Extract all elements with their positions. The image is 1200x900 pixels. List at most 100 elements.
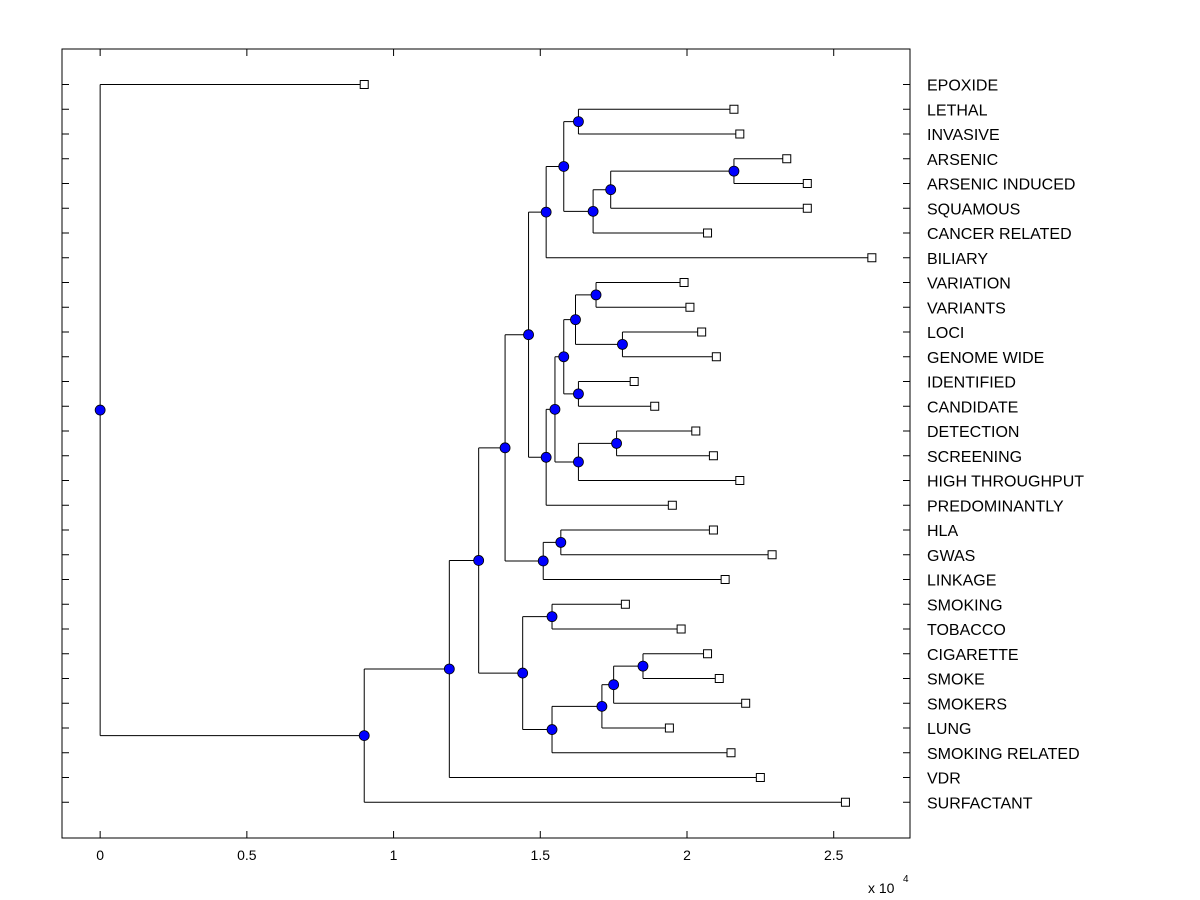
leaf-label: SMOKE [927, 672, 985, 689]
leaf-label: IDENTIFIED [927, 375, 1016, 392]
node-marker [590, 289, 602, 301]
node-marker [728, 165, 740, 177]
x-tick-label: 0.5 [237, 847, 257, 863]
leaf-label: LOCI [927, 325, 964, 342]
leaf-label: HIGH THROUGHPUT [927, 474, 1084, 491]
leaf-marker [726, 748, 736, 758]
node-marker [94, 404, 106, 416]
leaf-marker [735, 129, 745, 139]
leaf-marker [741, 698, 751, 708]
x-scale-exponent: 4 [903, 874, 909, 885]
leaf-label: SMOKING RELATED [927, 746, 1080, 763]
x-tick-label: 2 [683, 847, 691, 863]
leaf-marker [697, 327, 707, 337]
node-marker [570, 314, 581, 326]
node-marker [573, 388, 584, 400]
node-marker [617, 338, 628, 350]
node-marker [517, 667, 529, 679]
leaf-label: SURFACTANT [927, 795, 1033, 812]
leaf-marker [802, 203, 812, 213]
leaf-marker [708, 451, 718, 461]
leaf-marker [711, 352, 721, 362]
leaf-marker [802, 179, 812, 188]
leaf-marker [629, 377, 639, 386]
node-marker [546, 724, 558, 735]
node-marker [587, 205, 599, 217]
leaf-marker [359, 80, 369, 89]
leaf-marker [782, 154, 792, 164]
leaf-label: VARIATION [927, 276, 1011, 293]
leaf-label: CANDIDATE [927, 399, 1018, 416]
leaf-label: SCREENING [927, 449, 1022, 466]
node-marker [605, 184, 617, 196]
leaf-marker [679, 278, 689, 287]
leaf-marker [755, 773, 765, 782]
leaf-marker [685, 302, 695, 312]
leaf-label: CIGARETTE [927, 647, 1019, 664]
node-marker [611, 437, 622, 449]
leaf-label: SMOKING [927, 597, 1003, 614]
leaf-label: ARSENIC INDUCED [927, 177, 1075, 194]
leaf-label: VARIANTS [927, 300, 1006, 317]
node-marker [523, 329, 534, 341]
leaf-label: GWAS [927, 548, 975, 565]
leaf-label: SQUAMOUS [927, 201, 1020, 218]
node-markers [94, 116, 740, 742]
leaf-marker [714, 674, 724, 683]
leaf-markers [359, 80, 877, 807]
x-axis: 0 0.5 1 1.5 2 2.5 [96, 49, 844, 863]
node-marker [637, 660, 649, 672]
node-marker [443, 663, 455, 675]
node-marker [473, 555, 485, 566]
leaf-labels: EPOXIDE LETHAL INVASIVE ARSENIC ARSENIC INDU… [927, 78, 1084, 813]
node-marker [549, 403, 561, 415]
leaf-label: DETECTION [927, 424, 1019, 441]
leaf-marker [650, 401, 660, 411]
leaf-label: LUNG [927, 721, 971, 738]
node-marker [558, 351, 570, 363]
y-ticks [62, 84, 910, 803]
node-marker [573, 456, 584, 468]
leaf-marker [703, 649, 713, 659]
leaf-marker [735, 476, 745, 485]
leaf-label: EPOXIDE [927, 78, 998, 95]
leaf-marker [729, 104, 739, 114]
leaf-marker [708, 525, 718, 535]
node-marker [558, 161, 570, 172]
leaf-marker [676, 624, 686, 634]
x-scale-label: x 10 [868, 880, 895, 896]
leaf-marker [767, 550, 777, 560]
leaf-label: INVASIVE [927, 127, 1000, 144]
leaf-label: TOBACCO [927, 622, 1006, 639]
leaf-marker [703, 228, 713, 238]
x-tick-label: 0 [96, 847, 104, 863]
node-marker [573, 116, 584, 128]
leaf-label: GENOME WIDE [927, 350, 1044, 367]
leaf-marker [664, 723, 674, 733]
leaf-label: PREDOMINANTLY [927, 498, 1064, 515]
node-marker [608, 679, 620, 691]
leaf-label: HLA [927, 523, 958, 540]
leaf-marker [867, 253, 877, 263]
leaf-marker [667, 500, 677, 510]
x-tick-label: 1 [390, 847, 398, 863]
leaf-marker [691, 426, 701, 436]
leaf-label: VDR [927, 771, 961, 788]
node-marker [537, 555, 549, 567]
x-tick-label: 2.5 [824, 847, 844, 863]
leaf-label: CANCER RELATED [927, 226, 1072, 243]
node-marker [499, 442, 511, 454]
leaf-label: LETHAL [927, 102, 988, 119]
node-marker [555, 536, 567, 548]
plot-frame [61, 48, 911, 839]
leaf-marker [840, 797, 850, 807]
node-marker [546, 611, 558, 623]
node-marker [596, 700, 608, 712]
leaf-marker [720, 575, 730, 584]
leaf-label: LINKAGE [927, 573, 996, 590]
leaf-label: SMOKERS [927, 696, 1007, 713]
x-tick-label: 1.5 [531, 847, 551, 863]
node-marker [540, 206, 552, 218]
node-marker [540, 451, 552, 463]
